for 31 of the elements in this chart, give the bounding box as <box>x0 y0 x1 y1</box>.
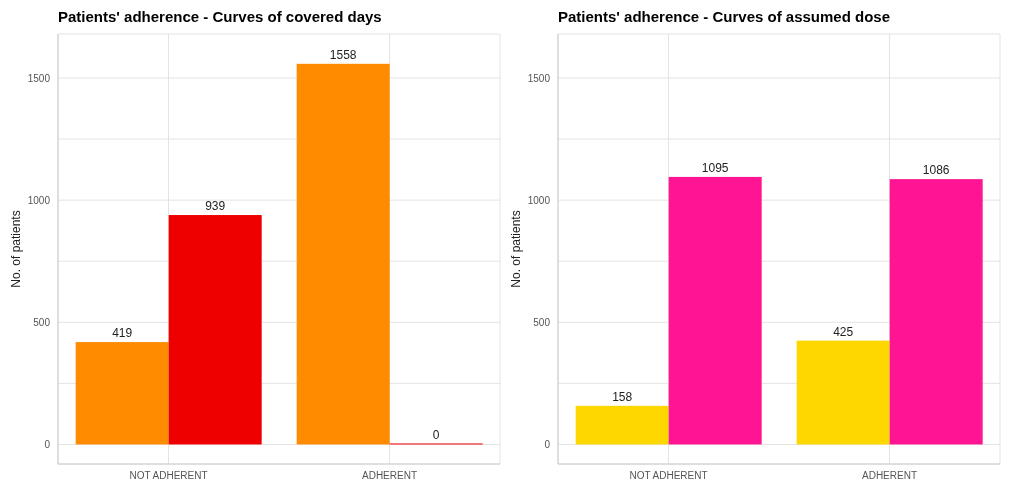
x-tick-label: NOT ADHERENT <box>129 470 208 482</box>
y-tick-label: 1500 <box>527 72 551 84</box>
x-tick-label: ADHERENT <box>861 470 918 482</box>
data-label: 1095 <box>701 160 729 175</box>
y-tick-label: 1000 <box>527 194 551 206</box>
x-tick-label: ADHERENT <box>361 470 418 482</box>
y-axis-title: No. of patients <box>9 210 24 288</box>
data-label: 158 <box>612 389 633 404</box>
y-tick-label: 0 <box>544 439 551 450</box>
bar <box>575 405 669 445</box>
y-tick-label: 1500 <box>27 72 51 84</box>
chart-title: Patients' adherence - Curves of assumed dose <box>557 8 891 27</box>
bar <box>296 63 390 445</box>
data-label: 939 <box>205 199 226 214</box>
y-axis-title: No. of patients <box>509 210 524 288</box>
y-tick-label: 0 <box>44 439 51 450</box>
bar <box>796 340 890 445</box>
bar <box>168 215 262 445</box>
data-label: 425 <box>833 324 854 339</box>
bar <box>668 176 762 445</box>
chart-title: Patients' adherence - Curves of covered days <box>57 8 383 27</box>
y-tick-label: 1000 <box>27 194 51 206</box>
data-label: 0 <box>432 428 440 443</box>
y-tick-label: 500 <box>533 316 551 328</box>
data-label: 419 <box>112 326 133 341</box>
x-tick-label: NOT ADHERENT <box>629 470 708 482</box>
bar <box>75 342 169 445</box>
data-label: 1558 <box>329 47 357 62</box>
y-tick-label: 500 <box>33 316 51 328</box>
data-label: 1086 <box>922 163 950 178</box>
bar <box>889 179 983 445</box>
